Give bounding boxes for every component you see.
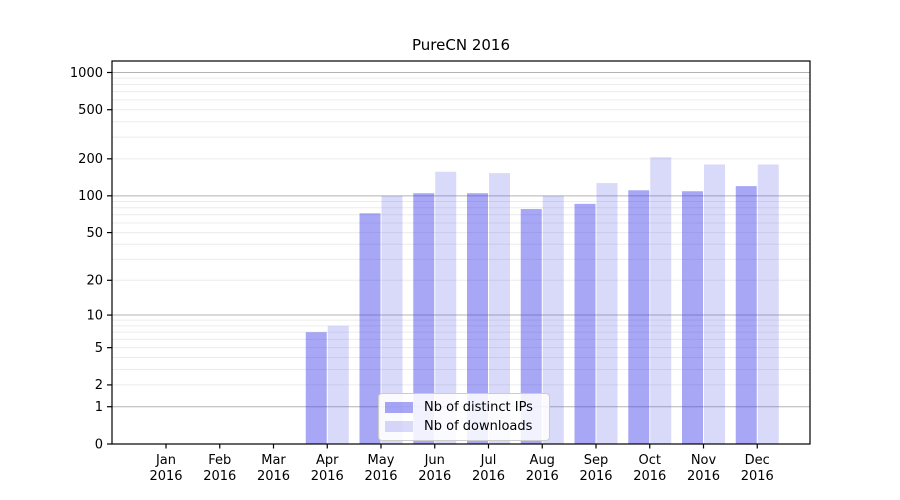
x-tick-label-mar: Mar <box>261 453 286 468</box>
bar-apr-downloads <box>327 325 349 444</box>
x-tick-label-aug: Aug <box>530 453 555 468</box>
x-tick-label-oct: Oct <box>639 453 661 468</box>
bar-apr-distinct-ips <box>305 332 327 444</box>
x-tick-year-jul: 2016 <box>472 469 505 484</box>
y-tick-label-20: 20 <box>86 274 103 289</box>
bar-jul-distinct-ips <box>467 193 488 444</box>
bar-sep-downloads <box>596 183 618 444</box>
bar-sep-distinct-ips <box>574 203 596 444</box>
x-tick-year-dec: 2016 <box>741 469 774 484</box>
legend-swatch-distinct-ips <box>385 401 413 413</box>
y-tick-label-100: 100 <box>78 189 103 204</box>
x-tick-year-jun: 2016 <box>418 469 451 484</box>
y-tick-label-1: 1 <box>95 400 103 415</box>
legend-label-distinct-ips: Nb of distinct IPs <box>424 399 533 415</box>
bar-may-downloads <box>381 195 403 444</box>
bar-jun-downloads <box>435 171 457 445</box>
bar-oct-distinct-ips <box>628 190 650 444</box>
bar-jun-distinct-ips <box>413 193 435 444</box>
x-tick-label-nov: Nov <box>691 453 717 468</box>
y-tick-label-10: 10 <box>86 308 103 323</box>
x-tick-label-sep: Sep <box>584 453 609 468</box>
y-tick-label-5: 5 <box>95 341 103 356</box>
x-tick-year-may: 2016 <box>364 469 397 484</box>
x-tick-year-nov: 2016 <box>687 469 720 484</box>
chart-title: PureCN 2016 <box>412 36 510 54</box>
x-tick-year-mar: 2016 <box>257 469 290 484</box>
x-tick-year-apr: 2016 <box>311 469 344 484</box>
y-tick-label-200: 200 <box>78 152 103 167</box>
y-tick-label-50: 50 <box>86 226 103 241</box>
bar-oct-downloads <box>650 157 672 444</box>
bar-nov-downloads <box>704 164 725 444</box>
bar-aug-distinct-ips <box>520 209 542 444</box>
legend-item-downloads: Nb of downloads <box>385 418 533 434</box>
plot-border <box>111 60 811 445</box>
legend-item-distinct-ips: Nb of distinct IPs <box>385 399 533 415</box>
bar-may-distinct-ips <box>359 213 381 444</box>
bar-aug-downloads <box>542 195 564 444</box>
legend: Nb of distinct IPs Nb of downloads <box>378 393 550 441</box>
x-tick-year-jan: 2016 <box>149 469 182 484</box>
y-tick-label-0: 0 <box>95 437 103 452</box>
x-tick-label-jan: Jan <box>155 453 176 468</box>
x-tick-label-feb: Feb <box>208 453 231 468</box>
x-tick-year-aug: 2016 <box>526 469 559 484</box>
bar-dec-distinct-ips <box>735 186 757 444</box>
x-tick-year-sep: 2016 <box>579 469 612 484</box>
bar-nov-distinct-ips <box>682 191 703 444</box>
x-tick-year-oct: 2016 <box>633 469 666 484</box>
legend-swatch-downloads <box>385 420 413 432</box>
bar-jul-downloads <box>489 173 510 444</box>
bar-dec-downloads <box>757 164 779 444</box>
y-tick-label-1000: 1000 <box>70 66 103 81</box>
x-tick-label-apr: Apr <box>316 453 339 468</box>
x-tick-label-jul: Jul <box>480 453 497 468</box>
legend-label-downloads: Nb of downloads <box>424 418 533 434</box>
x-tick-label-jun: Jun <box>424 453 445 468</box>
x-tick-label-dec: Dec <box>745 453 770 468</box>
y-tick-label-500: 500 <box>78 103 103 118</box>
y-tick-label-2: 2 <box>95 378 103 393</box>
x-tick-label-may: May <box>368 453 395 468</box>
x-tick-year-feb: 2016 <box>203 469 236 484</box>
